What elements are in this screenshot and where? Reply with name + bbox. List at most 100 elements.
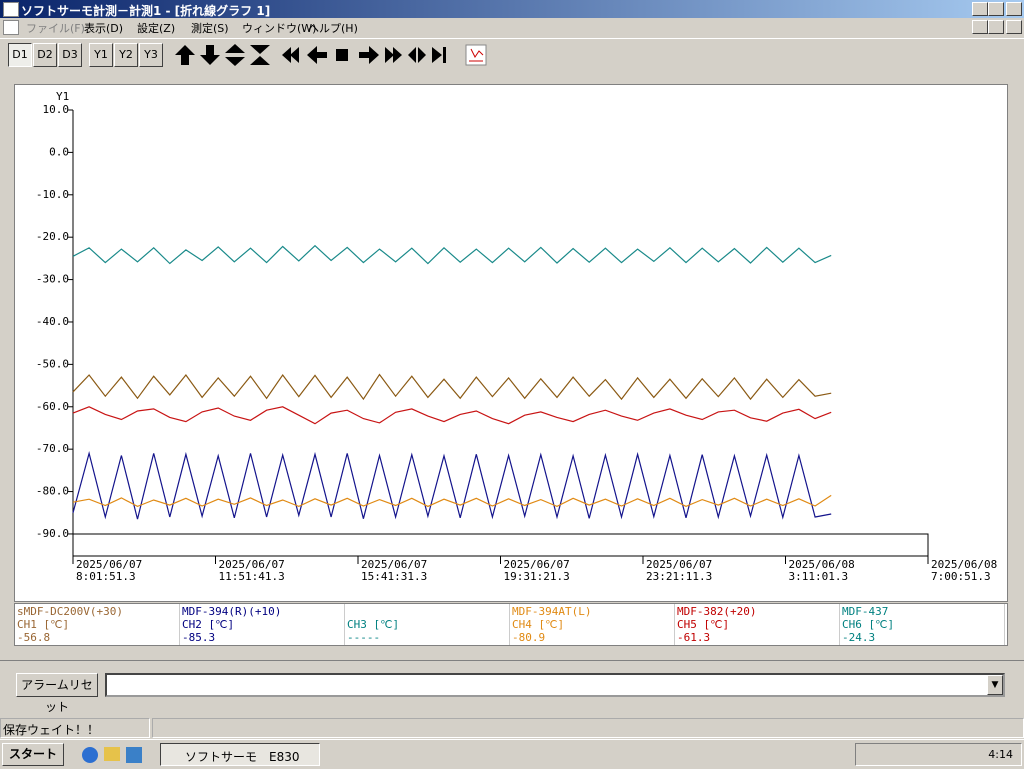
- series-line: [72, 373, 832, 401]
- y-tick-label: -60.0: [36, 400, 69, 413]
- y-tick-label: 10.0: [43, 103, 70, 116]
- task-button[interactable]: ソフトサーモ E830: [160, 743, 320, 766]
- x-tick-date: 2025/06/07: [76, 558, 142, 571]
- legend-channel: CH1 [℃]: [17, 618, 70, 631]
- chart: Y1 10.0 0.0 -10.0 -20.0 -30.0 -40.0 -50.0 -60.0…: [36, 90, 997, 583]
- toolbar-button[interactable]: D2: [33, 43, 57, 67]
- legend-cell: CH3 [℃] -----: [345, 604, 510, 645]
- y-tick-label: -50.0: [36, 357, 69, 370]
- media-icon[interactable]: [126, 747, 142, 763]
- status-pane: [152, 718, 1024, 738]
- x-tick-time: 23:21:11.3: [646, 570, 712, 583]
- legend-value: -24.3: [842, 631, 876, 644]
- series-line: [72, 451, 832, 520]
- y-tick-label: -30.0: [36, 273, 69, 286]
- y-tick-label: -80.0: [36, 485, 69, 498]
- legend-value: -80.9: [512, 631, 546, 644]
- app-icon: [3, 2, 19, 17]
- legend-cell: MDF-394AT(L) CH4 [℃] -80.9: [510, 604, 675, 645]
- x-tick-date: 2025/06/07: [646, 558, 712, 571]
- x-tick-time: 19:31:21.3: [504, 570, 570, 583]
- x-tick-date: 2025/06/07: [504, 558, 570, 571]
- window-title: ソフトサーモ計測－計測1 - [折れ線グラフ 1]: [21, 4, 271, 18]
- x-tick-date: 2025/06/07: [219, 558, 285, 571]
- arrow-icons: [175, 44, 446, 66]
- series-line: [72, 406, 832, 425]
- doc-icon: [3, 20, 19, 35]
- legend-cell: MDF-382(+20) CH5 [℃] -61.3: [675, 604, 840, 645]
- x-tick-time: 15:41:31.3: [361, 570, 427, 583]
- toolbar-button[interactable]: Y3: [139, 43, 163, 67]
- y-tick-label: 0.0: [49, 145, 69, 158]
- x-tick-time: 8:01:51.3: [76, 570, 136, 583]
- x-tick-time: 3:11:01.3: [789, 570, 849, 583]
- y-tick-label: -10.0: [36, 188, 69, 201]
- graph-icon-line: [469, 48, 484, 62]
- legend-value: -----: [347, 631, 381, 644]
- x-tick-date: 2025/06/08: [789, 558, 855, 571]
- close-button[interactable]: [1006, 2, 1022, 16]
- toolbar-button[interactable]: D3: [58, 43, 82, 67]
- legend-value: -61.3: [677, 631, 711, 644]
- doc-restore[interactable]: [988, 20, 1004, 34]
- alarm-reset-button[interactable]: アラームリセット: [16, 673, 98, 714]
- alarm-combo[interactable]: ▼: [105, 673, 1005, 697]
- legend-panel: sMDF-DC200V(+30) CH1 [℃] -56.8 MDF-394(R)(+…: [14, 603, 1008, 646]
- menu-item[interactable]: ウィンドウ(W): [242, 22, 317, 35]
- taskbar: スタート ソフトサーモ E830 4:14: [0, 739, 1024, 769]
- restore-button[interactable]: [988, 2, 1004, 16]
- legend-channel: CH2 [℃]: [182, 618, 235, 631]
- nav-icons: [175, 44, 487, 66]
- menu-item[interactable]: 測定(S): [191, 22, 229, 35]
- toolbar-button[interactable]: Y2: [114, 43, 138, 67]
- legend-cell: MDF-394(R)(+10) CH2 [℃] -85.3: [180, 604, 345, 645]
- menu-item[interactable]: ファイル(F): [26, 22, 85, 35]
- legend-channel: CH5 [℃]: [677, 618, 730, 631]
- doc-minimize[interactable]: [972, 20, 988, 34]
- legend-name: sMDF-DC200V(+30): [17, 605, 123, 618]
- legend-name: [347, 605, 507, 618]
- series-line: [72, 244, 832, 265]
- status-bar: 保存ウェイト！！: [0, 718, 150, 738]
- ie-icon[interactable]: [82, 747, 98, 763]
- y-tick-label: -90.0: [36, 527, 69, 540]
- toolbar-button[interactable]: Y1: [89, 43, 113, 67]
- series-line: [72, 494, 832, 508]
- legend-channel: CH6 [℃]: [842, 618, 895, 631]
- menu-item[interactable]: 表示(D): [84, 22, 124, 35]
- system-tray: 4:14: [855, 743, 1022, 766]
- legend-cell: MDF-437 CH6 [℃] -24.3: [840, 604, 1005, 645]
- x-tick-date: 2025/06/07: [361, 558, 427, 571]
- menu-item[interactable]: ヘルプ(H): [308, 22, 358, 35]
- plot-footer-box: [72, 533, 929, 557]
- y-tick-label: -40.0: [36, 315, 69, 328]
- legend-name: MDF-437: [842, 605, 889, 618]
- toolbar: D1 D2 D3 Y1 Y2 Y3: [0, 38, 1024, 71]
- x-tick-time: 7:00:51.3: [931, 570, 991, 583]
- chart-panel: [14, 84, 1008, 602]
- legend-name: MDF-394AT(L): [512, 605, 592, 618]
- legend-channel: CH3 [℃]: [347, 618, 400, 631]
- legend-cell: sMDF-DC200V(+30) CH1 [℃] -56.8: [15, 604, 180, 645]
- start-button[interactable]: スタート: [2, 743, 64, 766]
- x-tick-time: 11:51:41.3: [219, 570, 285, 583]
- legend-name: MDF-382(+20): [677, 605, 757, 618]
- doc-close[interactable]: [1006, 20, 1022, 34]
- clock: 4:14: [988, 748, 1013, 761]
- legend-value: -85.3: [182, 631, 216, 644]
- combo-dropdown[interactable]: ▼: [987, 675, 1003, 695]
- menu-item[interactable]: 設定(Z): [137, 22, 176, 35]
- y-tick-label: -20.0: [36, 230, 69, 243]
- title-bar: ソフトサーモ計測－計測1 - [折れ線グラフ 1]: [0, 0, 1024, 18]
- folder-icon[interactable]: [104, 747, 120, 761]
- toolbar-button[interactable]: D1: [8, 43, 32, 67]
- x-tick-date: 2025/06/08: [931, 558, 997, 571]
- legend-channel: CH4 [℃]: [512, 618, 565, 631]
- y-tick-label: -70.0: [36, 442, 69, 455]
- separator: [0, 660, 1024, 661]
- legend-value: -56.8: [17, 631, 51, 644]
- minimize-button[interactable]: [972, 2, 988, 16]
- legend-name: MDF-394(R)(+10): [182, 605, 282, 618]
- y-axis-label: Y1: [56, 90, 69, 103]
